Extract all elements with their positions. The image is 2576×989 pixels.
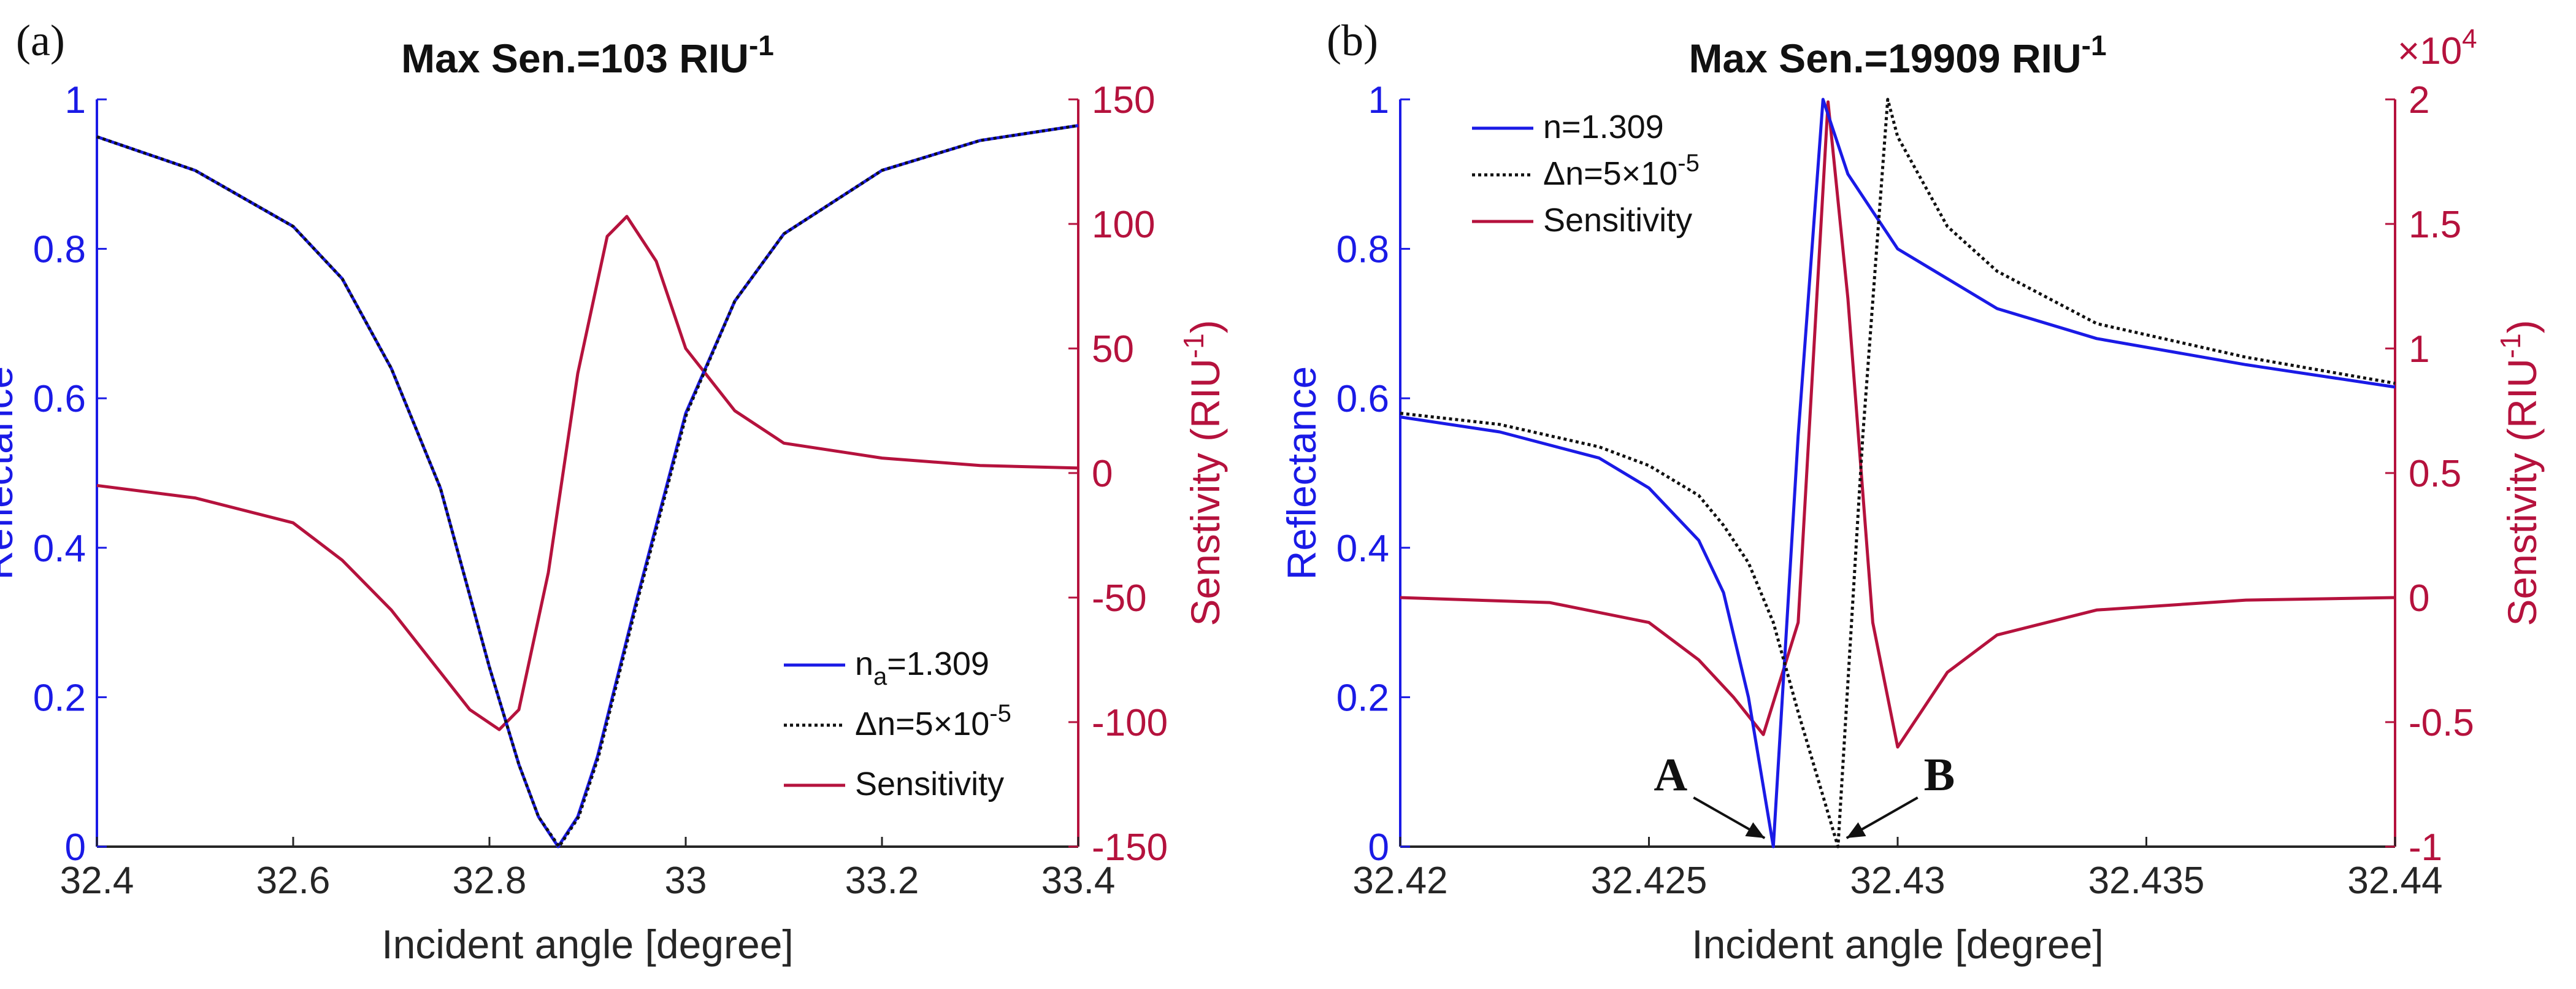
right-y-axis-label: Senstivity (RIU-1) [2494,320,2545,626]
left-y-axis-label: Reflectance [0,366,21,580]
legend-entry: Δn=5×10-5 [855,700,1011,742]
chart-title: Max Sen.=103 RIU-1 [401,29,774,81]
x-tick-label: 32.425 [1591,860,1708,902]
panel-label: (a) [16,16,65,65]
annotation-label: B [1924,749,1955,801]
legend-text-base: n [855,645,873,682]
x-tick-label: 32.44 [2347,860,2442,902]
annotation-arrow-head [1745,822,1765,838]
panel-a: 32.4 32.6 32.8 33 33.2 33.400.20.40.60.81-150… [0,16,1228,967]
x-tick-label: 33.4 [1041,860,1116,902]
x-tick-label: 32.43 [1850,860,1945,902]
legend-entry: Sensitivity [1543,202,1692,239]
legend-subscript: a [873,663,887,690]
right-y-tick-label: 2 [2409,79,2429,121]
left-y-tick-label: 0 [1368,826,1389,869]
x-tick-label: 32.8 [453,860,527,902]
right-y-tick-label: 50 [1092,328,1134,371]
x-tick-label: 32.6 [256,860,331,902]
x-tick-label: 33 [665,860,707,902]
right-label-end: ) [2499,320,2545,333]
legend-text-base: Sensitivity [1543,202,1692,239]
right-label-superscript: -1 [2494,333,2526,358]
annotation-label: A [1654,749,1687,801]
legend-entry: Sensitivity [855,766,1004,802]
series-line-black-dotted [96,124,1079,849]
legend-superscript: -5 [989,700,1011,727]
x-tick-label: 33.2 [845,860,919,902]
x-tick-label: 32.42 [1352,860,1447,902]
right-label-end: ) [1183,320,1228,333]
title-superscript: -1 [749,29,774,61]
legend-entry: Δn=5×10-5 [1543,150,1700,192]
series-line-blue-solid [1400,98,2396,849]
x-axis-label: Incident angle [degree] [1692,922,2104,967]
left-y-tick-label: 0.8 [33,229,86,271]
right-label-superscript: -1 [1178,333,1209,358]
panel-label: (b) [1327,16,1378,65]
left-y-tick-label: 0.2 [33,677,86,719]
left-y-tick-label: 0.2 [1336,677,1389,719]
x-tick-label: 32.4 [60,860,134,902]
legend-text-base: Δn=5×10 [855,706,989,742]
legend-entry: n=1.309 [1543,109,1664,145]
legend-text-base: Δn=5×10 [1543,155,1677,192]
left-y-tick-label: 0.8 [1336,229,1389,271]
legend-text-base: Sensitivity [855,766,1004,802]
legend-text-rest: =1.309 [887,645,989,682]
right-label-main: Senstivity (RIU [2499,358,2545,626]
series-line-red-solid [1400,100,2396,749]
x-tick-label: 32.435 [2088,860,2205,902]
right-y-tick-label: -1 [2409,826,2442,869]
left-y-tick-label: 0.6 [1336,378,1389,420]
right-y-tick-label: 0 [1092,453,1113,495]
right-y-tick-label: 1 [2409,328,2429,371]
title-main: Max Sen.=103 RIU [401,36,749,81]
right-y-tick-label: 0 [2409,577,2429,620]
left-y-tick-label: 0.4 [33,528,86,570]
annotation-arrow-head [1846,822,1866,838]
right-axis-multiplier: ×104 [2398,24,2477,72]
right-y-tick-label: 150 [1092,79,1155,121]
right-y-axis-label: Senstivity (RIU-1) [1178,320,1228,626]
legend-entry: na=1.309 [855,645,989,690]
multiplier-exponent: 4 [2462,24,2477,54]
left-y-tick-label: 0.6 [33,378,86,420]
right-y-tick-label: -150 [1092,826,1168,869]
right-y-tick-label: -0.5 [2409,702,2474,744]
legend-text-base: n=1.309 [1543,109,1664,145]
title-main: Max Sen.=19909 RIU [1689,36,2081,81]
legend-superscript: -5 [1677,150,1700,177]
left-y-tick-label: 1 [1368,79,1389,121]
right-label-main: Senstivity (RIU [1183,358,1228,626]
series-line-black-dotted [1400,98,2396,849]
left-y-tick-label: 0 [65,826,86,869]
multiplier-base: ×10 [2398,30,2462,72]
right-y-tick-label: 0.5 [2409,453,2461,495]
right-y-tick-label: -100 [1092,702,1168,744]
x-axis-label: Incident angle [degree] [381,922,794,967]
left-y-tick-label: 0.4 [1336,528,1389,570]
chart-title: Max Sen.=19909 RIU-1 [1689,29,2106,81]
left-y-tick-label: 1 [65,79,86,121]
series-line-red-solid [96,215,1079,731]
right-y-tick-label: 1.5 [2409,204,2461,246]
title-superscript: -1 [2082,29,2107,61]
left-y-axis-label: Reflectance [1279,366,1324,580]
right-y-tick-label: 100 [1092,204,1155,246]
panel-b: 32.42 32.425 32.43 32.435 32.44 0 0.2 0.4 0.6 0.8… [1279,16,2545,967]
right-y-tick-label: -50 [1092,577,1147,620]
